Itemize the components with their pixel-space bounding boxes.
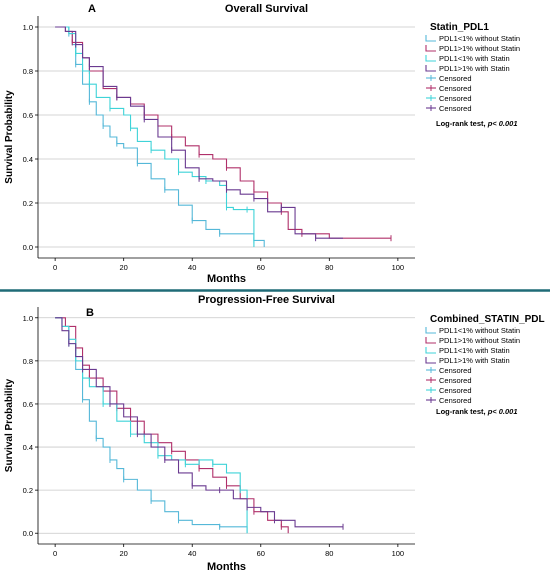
legend-swatch	[425, 347, 436, 354]
logrank-p-value: p< 0.001	[487, 407, 518, 416]
panel-b-axes	[37, 307, 415, 545]
y-tick-label: 0.8	[23, 67, 33, 76]
x-tick-label: 40	[188, 263, 196, 272]
y-tick-label: 0.6	[23, 111, 33, 120]
panel-b-letter: B	[86, 307, 94, 319]
y-tick-label: 0.2	[23, 486, 33, 495]
km-curve	[55, 26, 344, 239]
km-curve	[55, 317, 344, 528]
legend-entry-label: Censored	[439, 84, 472, 93]
x-tick-label: 0	[53, 549, 57, 558]
legend-entry-label: PDL1<1% with Statin	[439, 54, 510, 63]
panel-b-logrank-note: Log-rank test, p< 0.001	[436, 407, 518, 416]
legend-entry-label: Censored	[439, 366, 472, 375]
panel-a-x-tick-labels: 0 20 40 60 80 100	[53, 258, 404, 272]
panel-b-y-tick-labels: 0.0 0.2 0.4 0.6 0.8 1.0	[23, 314, 38, 538]
km-curve	[55, 26, 255, 247]
legend-entry-label: Censored	[439, 376, 472, 385]
x-tick-label: 100	[392, 549, 405, 558]
panel-a-letter: A	[88, 3, 96, 15]
x-tick-label: 60	[257, 263, 265, 272]
legend-swatch	[425, 55, 436, 62]
km-curve	[55, 26, 265, 247]
panel-b-y-axis-label: Survival Probability	[4, 378, 15, 472]
panel-a-axes	[37, 16, 415, 259]
legend-entry-label: PDL1<1% with Statin	[439, 346, 510, 355]
panel-a-gridlines	[38, 26, 415, 248]
panel-b: B Progression-Free Survival 0.0 0.2 0.4 0.6…	[4, 294, 545, 573]
y-tick-label: 0.0	[23, 529, 33, 538]
panel-b-series	[55, 317, 344, 534]
y-tick-label: 0.4	[23, 443, 33, 452]
x-tick-label: 0	[53, 263, 57, 272]
x-tick-label: 80	[325, 549, 333, 558]
legend-entry-label: PDL1>1% without Statin	[439, 336, 520, 345]
y-tick-label: 0.6	[23, 400, 33, 409]
legend-entry-label: Censored	[439, 386, 472, 395]
panel-a-x-axis-label: Months	[207, 273, 246, 285]
km-curve	[55, 26, 392, 239]
x-tick-label: 20	[120, 263, 128, 272]
legend-swatch	[425, 327, 436, 334]
x-tick-label: 20	[120, 549, 128, 558]
legend-entry-label: Censored	[439, 74, 472, 83]
legend-entry-label: PDL1>1% without Statin	[439, 44, 520, 53]
panel-a-logrank-note: Log-rank test, p< 0.001	[436, 119, 518, 128]
logrank-prefix: Log-rank test,	[436, 407, 488, 416]
logrank-p-value: p< 0.001	[487, 119, 518, 128]
panel-a: A Overall Survival 0.0 0.2 0.4 0.6 0.8 1.0 0 2…	[4, 3, 520, 285]
panel-a-legend: Statin_PDL1 PDL1<1% without StatinPDL1>1…	[425, 22, 520, 128]
legend-entry-label: PDL1<1% without Statin	[439, 34, 520, 43]
legend-entry-label: PDL1>1% with Statin	[439, 356, 510, 365]
legend-swatch	[425, 357, 436, 364]
panel-a-legend-title: Statin_PDL1	[430, 22, 489, 33]
y-tick-label: 1.0	[23, 23, 33, 32]
legend-swatch	[425, 35, 436, 42]
y-tick-label: 0.8	[23, 357, 33, 366]
panel-b-title: Progression-Free Survival	[198, 294, 335, 306]
legend-entry-label: PDL1>1% with Statin	[439, 64, 510, 73]
legend-entry-label: PDL1<1% without Statin	[439, 326, 520, 335]
panel-b-x-tick-labels: 0 20 40 60 80 100	[53, 544, 404, 558]
legend-swatch	[425, 337, 436, 344]
x-tick-label: 100	[392, 263, 405, 272]
legend-swatch	[425, 45, 436, 52]
x-tick-label: 60	[257, 549, 265, 558]
panel-b-x-axis-label: Months	[207, 561, 246, 573]
y-tick-label: 0.2	[23, 199, 33, 208]
legend-entry-label: Censored	[439, 396, 472, 405]
y-tick-label: 0.0	[23, 243, 33, 252]
legend-swatch	[425, 65, 436, 72]
panel-b-legend: Combined_STATIN_PDL PDL1<1% without Stat…	[425, 314, 545, 416]
panel-b-legend-title: Combined_STATIN_PDL	[430, 314, 545, 325]
panel-b-gridlines	[38, 317, 415, 534]
panel-a-title: Overall Survival	[225, 3, 308, 15]
panel-a-series	[55, 26, 392, 247]
legend-entry-label: Censored	[439, 94, 472, 103]
km-curve	[55, 317, 289, 534]
y-tick-label: 1.0	[23, 314, 33, 323]
x-tick-label: 80	[325, 263, 333, 272]
panel-a-y-tick-labels: 0.0 0.2 0.4 0.6 0.8 1.0	[23, 23, 38, 252]
x-tick-label: 40	[188, 549, 196, 558]
logrank-prefix: Log-rank test,	[436, 119, 488, 128]
panel-a-y-axis-label: Survival Probability	[4, 90, 15, 184]
y-tick-label: 0.4	[23, 155, 33, 164]
legend-entry-label: Censored	[439, 104, 472, 113]
